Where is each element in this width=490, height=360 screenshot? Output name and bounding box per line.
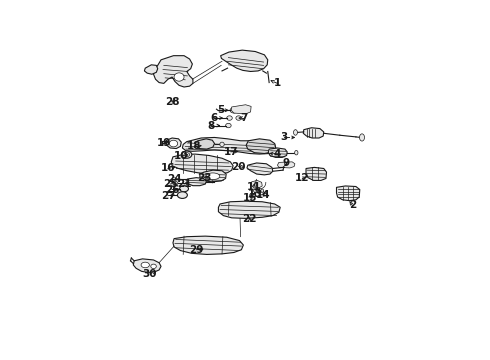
Polygon shape [172,154,233,174]
Text: 27: 27 [161,191,175,201]
Text: 3: 3 [281,132,288,143]
Polygon shape [220,50,268,72]
Text: 23: 23 [197,173,211,183]
Polygon shape [303,128,324,138]
Text: 4: 4 [274,149,281,159]
Text: 20: 20 [231,162,246,172]
Polygon shape [200,170,226,182]
Ellipse shape [230,108,238,113]
Ellipse shape [250,193,255,197]
Text: 15: 15 [243,193,258,203]
Polygon shape [247,163,273,175]
Ellipse shape [170,140,178,147]
Polygon shape [182,138,276,154]
Text: 16: 16 [161,163,175,174]
Ellipse shape [261,189,264,192]
Text: 22: 22 [243,214,257,224]
Polygon shape [251,180,262,188]
Polygon shape [231,105,251,114]
Ellipse shape [177,192,187,198]
Ellipse shape [254,189,256,192]
Text: 5: 5 [217,105,224,115]
Polygon shape [153,56,193,87]
Text: 24: 24 [167,174,181,184]
Ellipse shape [173,181,178,185]
Ellipse shape [184,153,190,157]
Text: 7: 7 [241,113,248,123]
Polygon shape [337,186,360,201]
Polygon shape [306,167,326,180]
Text: 17: 17 [223,147,238,157]
Text: 8: 8 [207,121,215,131]
Ellipse shape [141,262,149,268]
Text: 10: 10 [174,151,189,161]
Text: 14: 14 [256,190,270,200]
Polygon shape [219,201,280,219]
Ellipse shape [182,151,192,158]
Ellipse shape [174,73,184,81]
Text: 13: 13 [247,189,262,199]
Ellipse shape [294,150,298,155]
Text: 29: 29 [189,245,204,255]
Text: 26: 26 [165,185,179,194]
Polygon shape [133,259,161,273]
Ellipse shape [220,142,224,147]
Polygon shape [145,65,158,74]
Ellipse shape [151,264,156,269]
Text: 21: 21 [177,179,191,189]
Text: 2: 2 [349,201,356,210]
Text: 9: 9 [282,158,289,168]
Text: 25: 25 [163,179,177,189]
Polygon shape [187,177,206,186]
Ellipse shape [236,116,242,120]
Text: 18: 18 [187,141,201,151]
Ellipse shape [180,186,189,192]
Polygon shape [195,139,215,149]
Ellipse shape [225,123,231,128]
Text: 6: 6 [210,113,218,123]
Ellipse shape [206,173,220,180]
Polygon shape [246,139,275,153]
Ellipse shape [294,130,297,135]
Text: 12: 12 [295,174,310,184]
Polygon shape [166,138,181,149]
Polygon shape [269,148,287,157]
Polygon shape [277,162,295,168]
Text: 11: 11 [246,181,261,192]
Text: 19: 19 [157,138,171,148]
Polygon shape [173,236,244,255]
Text: 28: 28 [165,97,179,107]
Text: 30: 30 [143,269,157,279]
Text: 1: 1 [274,78,281,89]
Ellipse shape [360,134,365,141]
Ellipse shape [227,116,232,120]
